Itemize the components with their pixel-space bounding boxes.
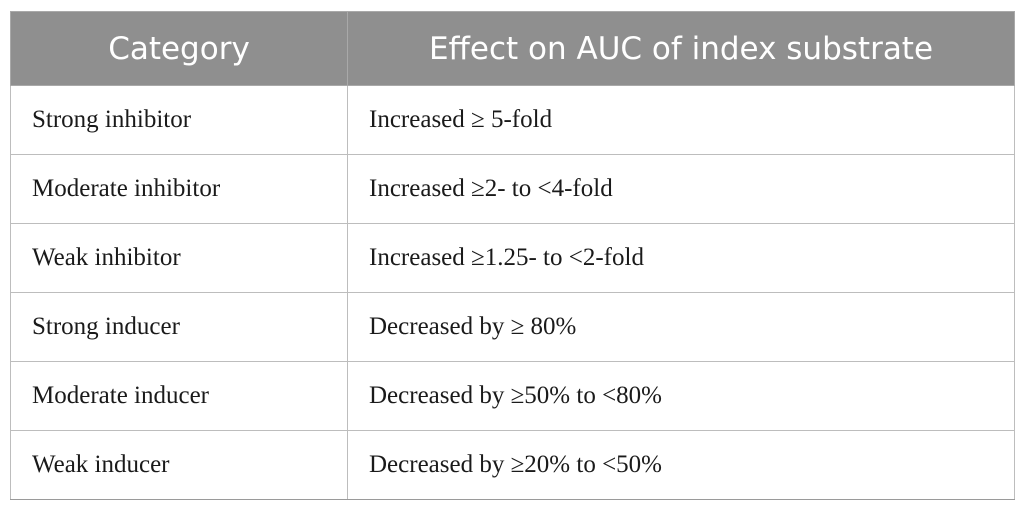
cell-category: Moderate inhibitor [10,154,348,224]
cell-effect: Increased ≥1.25- to <2-fold [347,223,1015,293]
cell-effect: Increased ≥2- to <4-fold [347,154,1015,224]
cell-effect: Increased ≥ 5-fold [347,85,1015,155]
table-row: Moderate inhibitor Increased ≥2- to <4-f… [10,154,1015,224]
auc-category-table-container: Category Effect on AUC of index substrat… [10,11,1015,500]
cell-category: Weak inducer [10,430,348,500]
cell-category: Moderate inducer [10,361,348,431]
cell-category: Strong inducer [10,292,348,362]
cell-effect: Decreased by ≥ 80% [347,292,1015,362]
cell-effect: Decreased by ≥50% to <80% [347,361,1015,431]
table-body: Strong inhibitor Increased ≥ 5-fold Mode… [10,85,1015,500]
table-row: Strong inducer Decreased by ≥ 80% [10,292,1015,362]
cell-category: Weak inhibitor [10,223,348,293]
table-row: Weak inducer Decreased by ≥20% to <50% [10,430,1015,500]
table-header: Category Effect on AUC of index substrat… [10,11,1015,86]
cell-category: Strong inhibitor [10,85,348,155]
cell-effect: Decreased by ≥20% to <50% [347,430,1015,500]
header-category: Category [10,11,348,86]
table-row: Moderate inducer Decreased by ≥50% to <8… [10,361,1015,431]
auc-category-table: Category Effect on AUC of index substrat… [10,11,1015,500]
table-row: Weak inhibitor Increased ≥1.25- to <2-fo… [10,223,1015,293]
header-row: Category Effect on AUC of index substrat… [10,11,1015,86]
table-row: Strong inhibitor Increased ≥ 5-fold [10,85,1015,155]
header-effect-on-auc: Effect on AUC of index substrate [347,11,1015,86]
